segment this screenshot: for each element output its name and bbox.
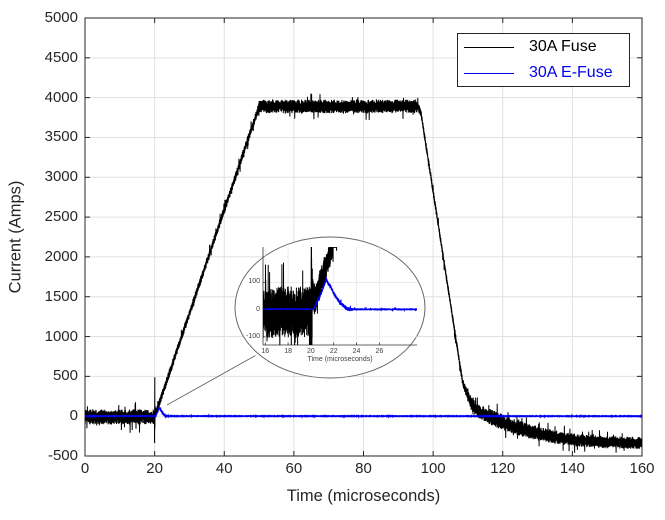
inset-x-axis-label: Time (microseconds) xyxy=(307,356,373,363)
x-tick-label: 60 xyxy=(285,460,303,477)
y-tick-label: 2500 xyxy=(44,208,78,226)
inset-x-tick-label: 24 xyxy=(352,347,361,355)
inset-x-tick-label: 26 xyxy=(375,347,384,355)
y-tick-label: 0 xyxy=(69,407,78,425)
efuse-trace xyxy=(85,406,642,420)
inset-x-tick-label: 22 xyxy=(329,347,338,355)
inset-plot xyxy=(262,247,417,346)
y-tick-label: 1000 xyxy=(44,327,78,345)
legend: 30A Fuse 30A E-Fuse xyxy=(457,33,630,87)
y-axis-label: Current (Amps) xyxy=(6,180,25,294)
y-tick-label: 3500 xyxy=(44,128,78,146)
x-axis-label: Time (microseconds) xyxy=(286,487,441,505)
inset-y-tick-label: 100 xyxy=(248,278,260,286)
y-tick-label: -500 xyxy=(47,447,78,464)
y-tick-label: 3000 xyxy=(44,168,78,186)
x-tick-label: 0 xyxy=(80,460,90,477)
inset-x-tick-label: 16 xyxy=(261,347,270,355)
y-tick-label: 2000 xyxy=(44,247,78,265)
inset-x-tick-label: 20 xyxy=(307,347,315,355)
callout-leader-line xyxy=(166,355,256,406)
x-tick-label: 120 xyxy=(490,460,516,477)
legend-label-efuse: 30A E-Fuse xyxy=(529,64,613,81)
callout-ellipse xyxy=(234,236,426,379)
y-tick-label: 4500 xyxy=(44,48,78,66)
x-tick-label: 40 xyxy=(215,460,233,477)
fuse-line-swatch xyxy=(464,46,514,48)
fuse-trace xyxy=(85,93,642,453)
y-tick-label: 1500 xyxy=(44,287,78,305)
x-tick-label: 100 xyxy=(420,460,446,477)
inset-y-tick-label: 0 xyxy=(256,305,260,313)
axes-box xyxy=(84,17,643,457)
x-tick-label: 20 xyxy=(146,460,163,477)
y-tick-label: 5000 xyxy=(44,9,78,26)
legend-label-fuse: 30A Fuse xyxy=(529,38,597,55)
efuse-line-swatch xyxy=(464,72,514,74)
x-tick-label: 160 xyxy=(629,460,655,477)
y-tick-label: 4000 xyxy=(44,88,78,106)
inset-y-tick-label: -100 xyxy=(245,332,260,340)
legend-item-fuse: 30A Fuse xyxy=(458,34,629,60)
inset-efuse-trace xyxy=(263,277,417,312)
x-tick-label: 140 xyxy=(559,460,585,477)
legend-item-efuse: 30A E-Fuse xyxy=(458,60,629,86)
inset-x-tick-label: 18 xyxy=(284,347,292,355)
y-tick-label: 500 xyxy=(52,367,78,385)
x-tick-label: 80 xyxy=(355,460,372,477)
